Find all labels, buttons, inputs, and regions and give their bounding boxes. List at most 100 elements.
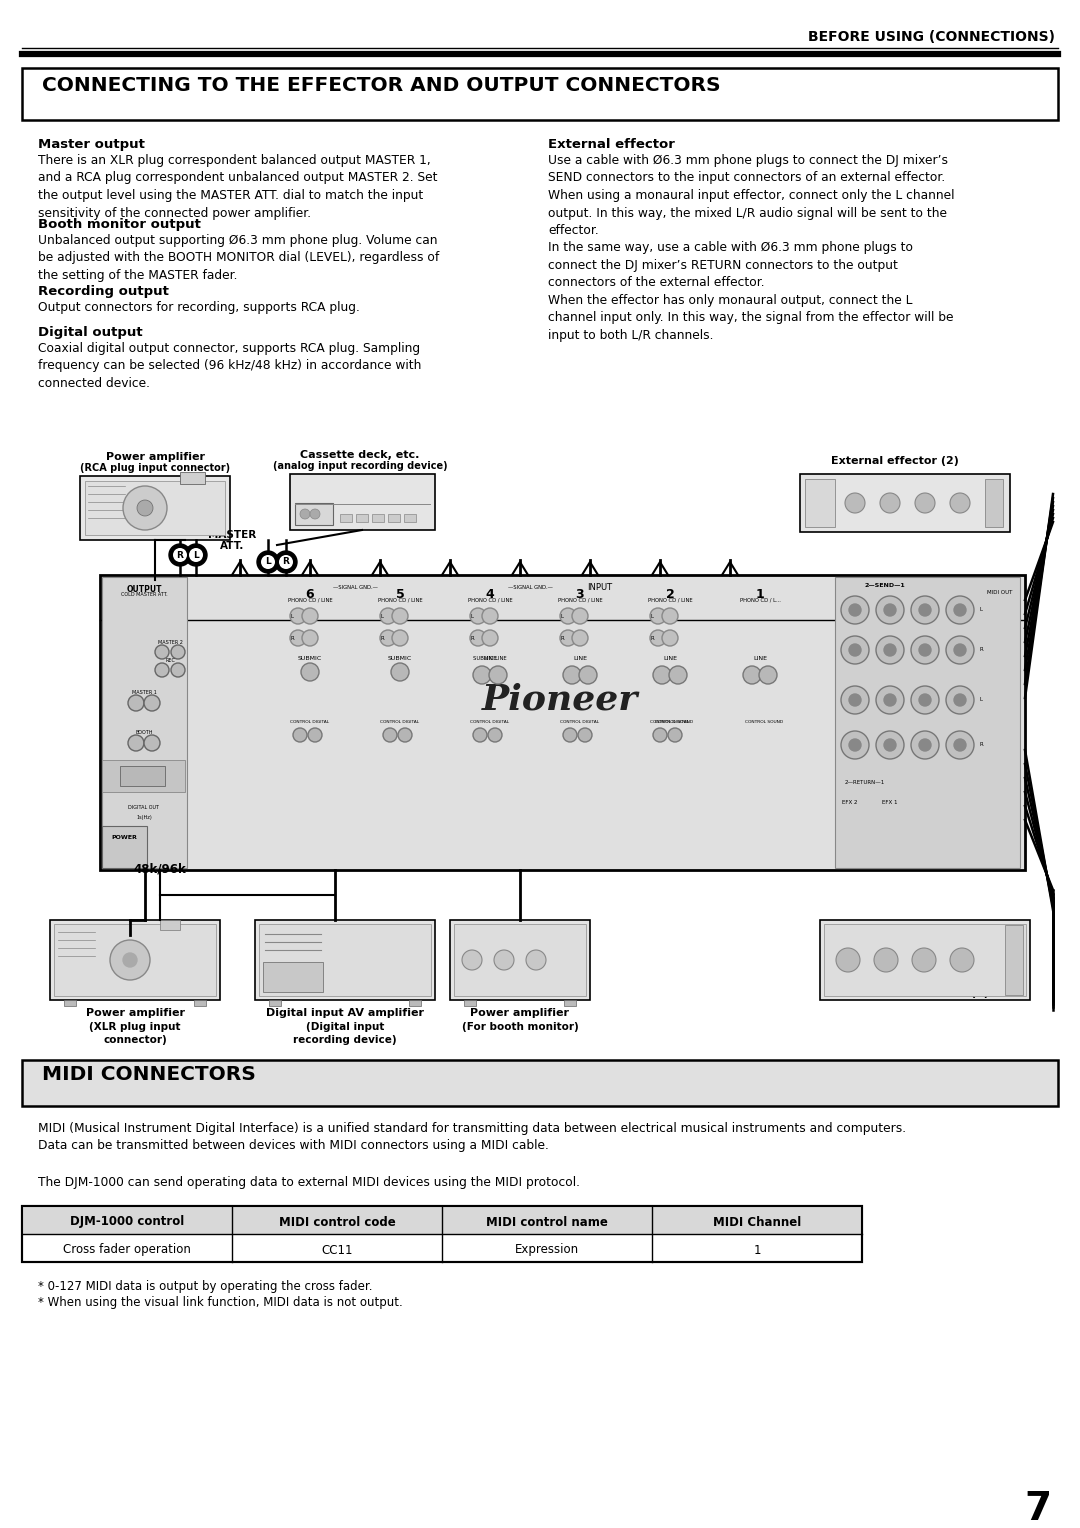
- Circle shape: [156, 663, 168, 677]
- Bar: [22, 1206, 862, 1235]
- Text: PHONO CD / LINE: PHONO CD / LINE: [468, 597, 512, 602]
- Bar: [409, 999, 421, 1005]
- Circle shape: [876, 636, 904, 665]
- Circle shape: [849, 694, 861, 706]
- Text: Digital input AV amplifier: Digital input AV amplifier: [266, 1008, 424, 1018]
- Text: Pioneer: Pioneer: [482, 683, 638, 717]
- Text: Power amplifier: Power amplifier: [106, 452, 204, 461]
- Bar: [835, 578, 1020, 868]
- Bar: [264, 963, 323, 992]
- Circle shape: [561, 630, 576, 646]
- Text: PHONO CD / LINE: PHONO CD / LINE: [648, 597, 692, 602]
- Text: L: L: [561, 614, 564, 619]
- Circle shape: [171, 663, 185, 677]
- Circle shape: [653, 727, 667, 743]
- Text: Recording output: Recording output: [38, 286, 168, 298]
- Text: CONTROL DIGITAL: CONTROL DIGITAL: [380, 720, 419, 724]
- Text: DIGITAL OUT: DIGITAL OUT: [129, 805, 160, 810]
- Text: External effector (2): External effector (2): [832, 455, 959, 466]
- Text: There is an XLR plug correspondent balanced output MASTER 1,
and a RCA plug corr: There is an XLR plug correspondent balan…: [38, 154, 437, 220]
- Circle shape: [845, 494, 865, 513]
- Text: CC11: CC11: [321, 1244, 353, 1256]
- Text: Power amplifier: Power amplifier: [471, 1008, 569, 1018]
- Text: PHONO CD / LINE: PHONO CD / LINE: [287, 597, 333, 602]
- Text: MIDI CONNECTORS: MIDI CONNECTORS: [42, 1065, 256, 1083]
- Bar: [85, 481, 225, 535]
- Bar: [102, 759, 185, 792]
- Circle shape: [383, 727, 397, 743]
- Circle shape: [650, 608, 666, 623]
- Circle shape: [380, 608, 396, 623]
- Text: MIDI (Musical Instrument Digital Interface) is a unified standard for transmitti: MIDI (Musical Instrument Digital Interfa…: [38, 1122, 906, 1152]
- Bar: [372, 513, 384, 523]
- Text: MASTER 2: MASTER 2: [158, 640, 183, 645]
- Text: L: L: [980, 607, 983, 613]
- Text: (analog input recording device): (analog input recording device): [272, 461, 447, 471]
- Text: connector): connector): [103, 1034, 167, 1045]
- Bar: [28, 455, 1052, 1051]
- Circle shape: [880, 494, 900, 513]
- Text: PHONO CD / LINE: PHONO CD / LINE: [557, 597, 603, 602]
- Circle shape: [302, 608, 318, 623]
- Circle shape: [874, 947, 897, 972]
- Circle shape: [293, 727, 307, 743]
- Text: R: R: [470, 636, 474, 640]
- Circle shape: [841, 730, 869, 759]
- Circle shape: [380, 630, 396, 646]
- Text: R: R: [291, 636, 294, 640]
- Circle shape: [391, 663, 409, 681]
- Circle shape: [482, 630, 498, 646]
- Circle shape: [912, 686, 939, 714]
- Text: Expression: Expression: [515, 1244, 579, 1256]
- Circle shape: [759, 666, 777, 685]
- Circle shape: [156, 645, 168, 659]
- Text: Power amplifier: Power amplifier: [85, 1008, 185, 1018]
- Circle shape: [392, 630, 408, 646]
- Bar: [454, 924, 586, 996]
- Text: MIC IN: MIC IN: [136, 779, 152, 785]
- Bar: [80, 477, 230, 539]
- Bar: [160, 920, 180, 931]
- Text: 1s(Hz): 1s(Hz): [136, 814, 152, 821]
- Circle shape: [171, 645, 185, 659]
- Bar: [22, 69, 1058, 121]
- Text: PHONO CD / L...: PHONO CD / L...: [740, 597, 781, 602]
- Bar: [120, 766, 165, 785]
- Text: SUBMIC LINE: SUBMIC LINE: [473, 656, 507, 662]
- Bar: [820, 920, 1030, 999]
- Circle shape: [110, 940, 150, 979]
- Circle shape: [563, 727, 577, 743]
- Text: ATT.: ATT.: [220, 541, 244, 552]
- Circle shape: [841, 636, 869, 665]
- Circle shape: [392, 608, 408, 623]
- Text: R: R: [980, 743, 984, 747]
- Text: BEFORE USING (CONNECTIONS): BEFORE USING (CONNECTIONS): [808, 31, 1055, 44]
- Circle shape: [915, 494, 935, 513]
- Text: 3: 3: [576, 588, 584, 601]
- Text: LINE: LINE: [753, 656, 767, 662]
- Bar: [450, 920, 590, 999]
- Text: —SIGNAL GND.—: —SIGNAL GND.—: [333, 585, 377, 590]
- Circle shape: [912, 947, 936, 972]
- Circle shape: [743, 666, 761, 685]
- Text: OUTPUT: OUTPUT: [126, 585, 162, 594]
- Text: 1: 1: [753, 1244, 760, 1256]
- Text: COLD MASTER ATT.: COLD MASTER ATT.: [121, 591, 167, 597]
- Circle shape: [885, 740, 896, 750]
- Circle shape: [662, 630, 678, 646]
- Circle shape: [563, 666, 581, 685]
- Circle shape: [919, 694, 931, 706]
- Text: L: L: [265, 558, 271, 567]
- Bar: [180, 472, 205, 484]
- Text: Use a cable with Ø6.3 mm phone plugs to connect the DJ mixer’s
SEND connectors t: Use a cable with Ø6.3 mm phone plugs to …: [548, 154, 955, 342]
- Circle shape: [572, 608, 588, 623]
- Bar: [22, 1206, 862, 1262]
- Circle shape: [261, 555, 275, 568]
- Circle shape: [946, 596, 974, 623]
- Circle shape: [579, 666, 597, 685]
- Circle shape: [946, 636, 974, 665]
- Text: LINE: LINE: [573, 656, 588, 662]
- Circle shape: [885, 694, 896, 706]
- Circle shape: [578, 727, 592, 743]
- Text: Cross fader operation: Cross fader operation: [63, 1244, 191, 1256]
